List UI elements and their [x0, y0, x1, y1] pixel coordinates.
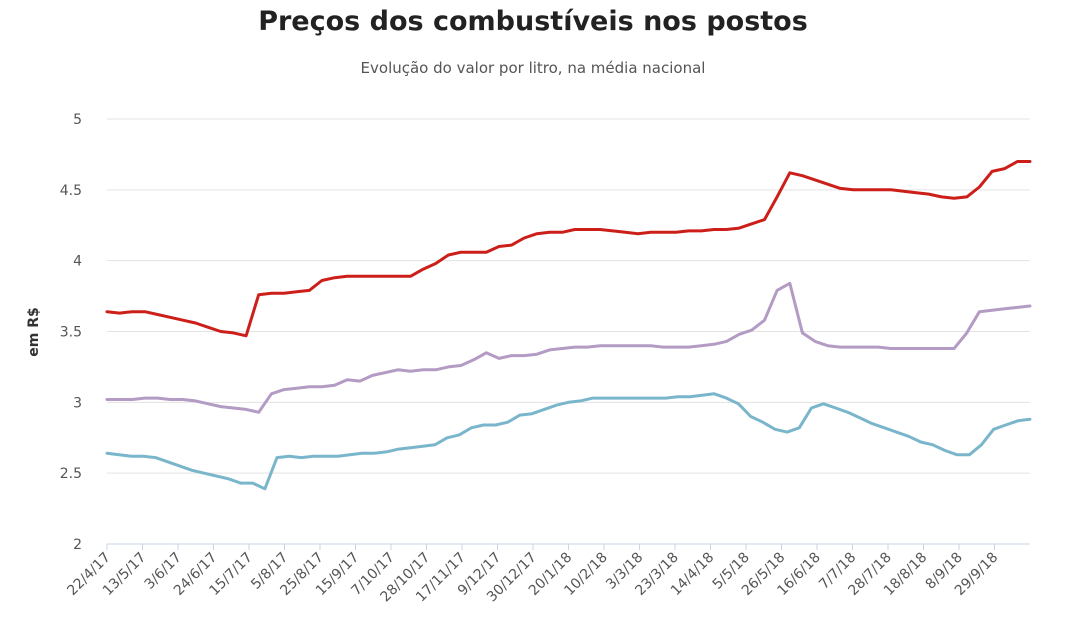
y-tick-label: 4 — [73, 254, 82, 270]
y-tick-label: 5 — [73, 112, 82, 128]
y-axis-ticks: 2 2.5 3 3.5 4 4.5 5 — [60, 112, 82, 553]
series-line — [105, 392, 1032, 491]
y-tick-label: 3.5 — [60, 325, 82, 341]
series-lines — [105, 160, 1032, 491]
grid-lines — [107, 118, 1030, 474]
y-tick-label: 4.5 — [60, 183, 82, 199]
chart-title: Preços dos combustíveis nos postos — [258, 6, 808, 37]
chart-subtitle: Evolução do valor por litro, na média na… — [360, 59, 706, 77]
y-axis-label: em R$ — [26, 307, 42, 356]
y-tick-label: 3 — [73, 395, 82, 411]
series-line — [105, 281, 1032, 414]
series-line — [105, 160, 1032, 338]
y-tick-label: 2.5 — [60, 466, 82, 482]
x-axis-ticks: 22/4/1713/5/173/6/1724/6/1715/7/175/8/17… — [64, 544, 1001, 605]
y-tick-label: 2 — [73, 537, 82, 553]
